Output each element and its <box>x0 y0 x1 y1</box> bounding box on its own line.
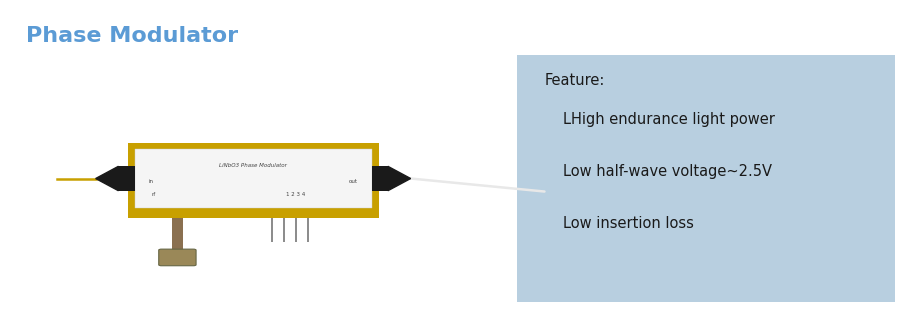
Text: Phase Modulator: Phase Modulator <box>26 25 237 46</box>
Text: rf: rf <box>151 192 156 197</box>
FancyBboxPatch shape <box>127 147 379 211</box>
Text: LiNbO3 Phase Modulator: LiNbO3 Phase Modulator <box>219 163 287 168</box>
Polygon shape <box>387 166 410 191</box>
Text: LHigh endurance light power: LHigh endurance light power <box>562 112 775 127</box>
Text: in: in <box>148 179 154 184</box>
FancyBboxPatch shape <box>127 143 379 147</box>
Text: Low insertion loss: Low insertion loss <box>562 216 693 231</box>
Polygon shape <box>95 166 118 191</box>
FancyBboxPatch shape <box>118 166 135 191</box>
FancyBboxPatch shape <box>135 149 372 208</box>
Text: Feature:: Feature: <box>544 73 605 88</box>
FancyBboxPatch shape <box>518 55 895 302</box>
Text: out: out <box>349 179 358 184</box>
Text: Low half-wave voltage~2.5V: Low half-wave voltage~2.5V <box>562 164 771 179</box>
FancyBboxPatch shape <box>158 249 196 266</box>
FancyBboxPatch shape <box>172 217 183 250</box>
Text: 1 2 3 4: 1 2 3 4 <box>286 192 305 197</box>
FancyBboxPatch shape <box>372 166 387 191</box>
FancyBboxPatch shape <box>127 211 379 217</box>
